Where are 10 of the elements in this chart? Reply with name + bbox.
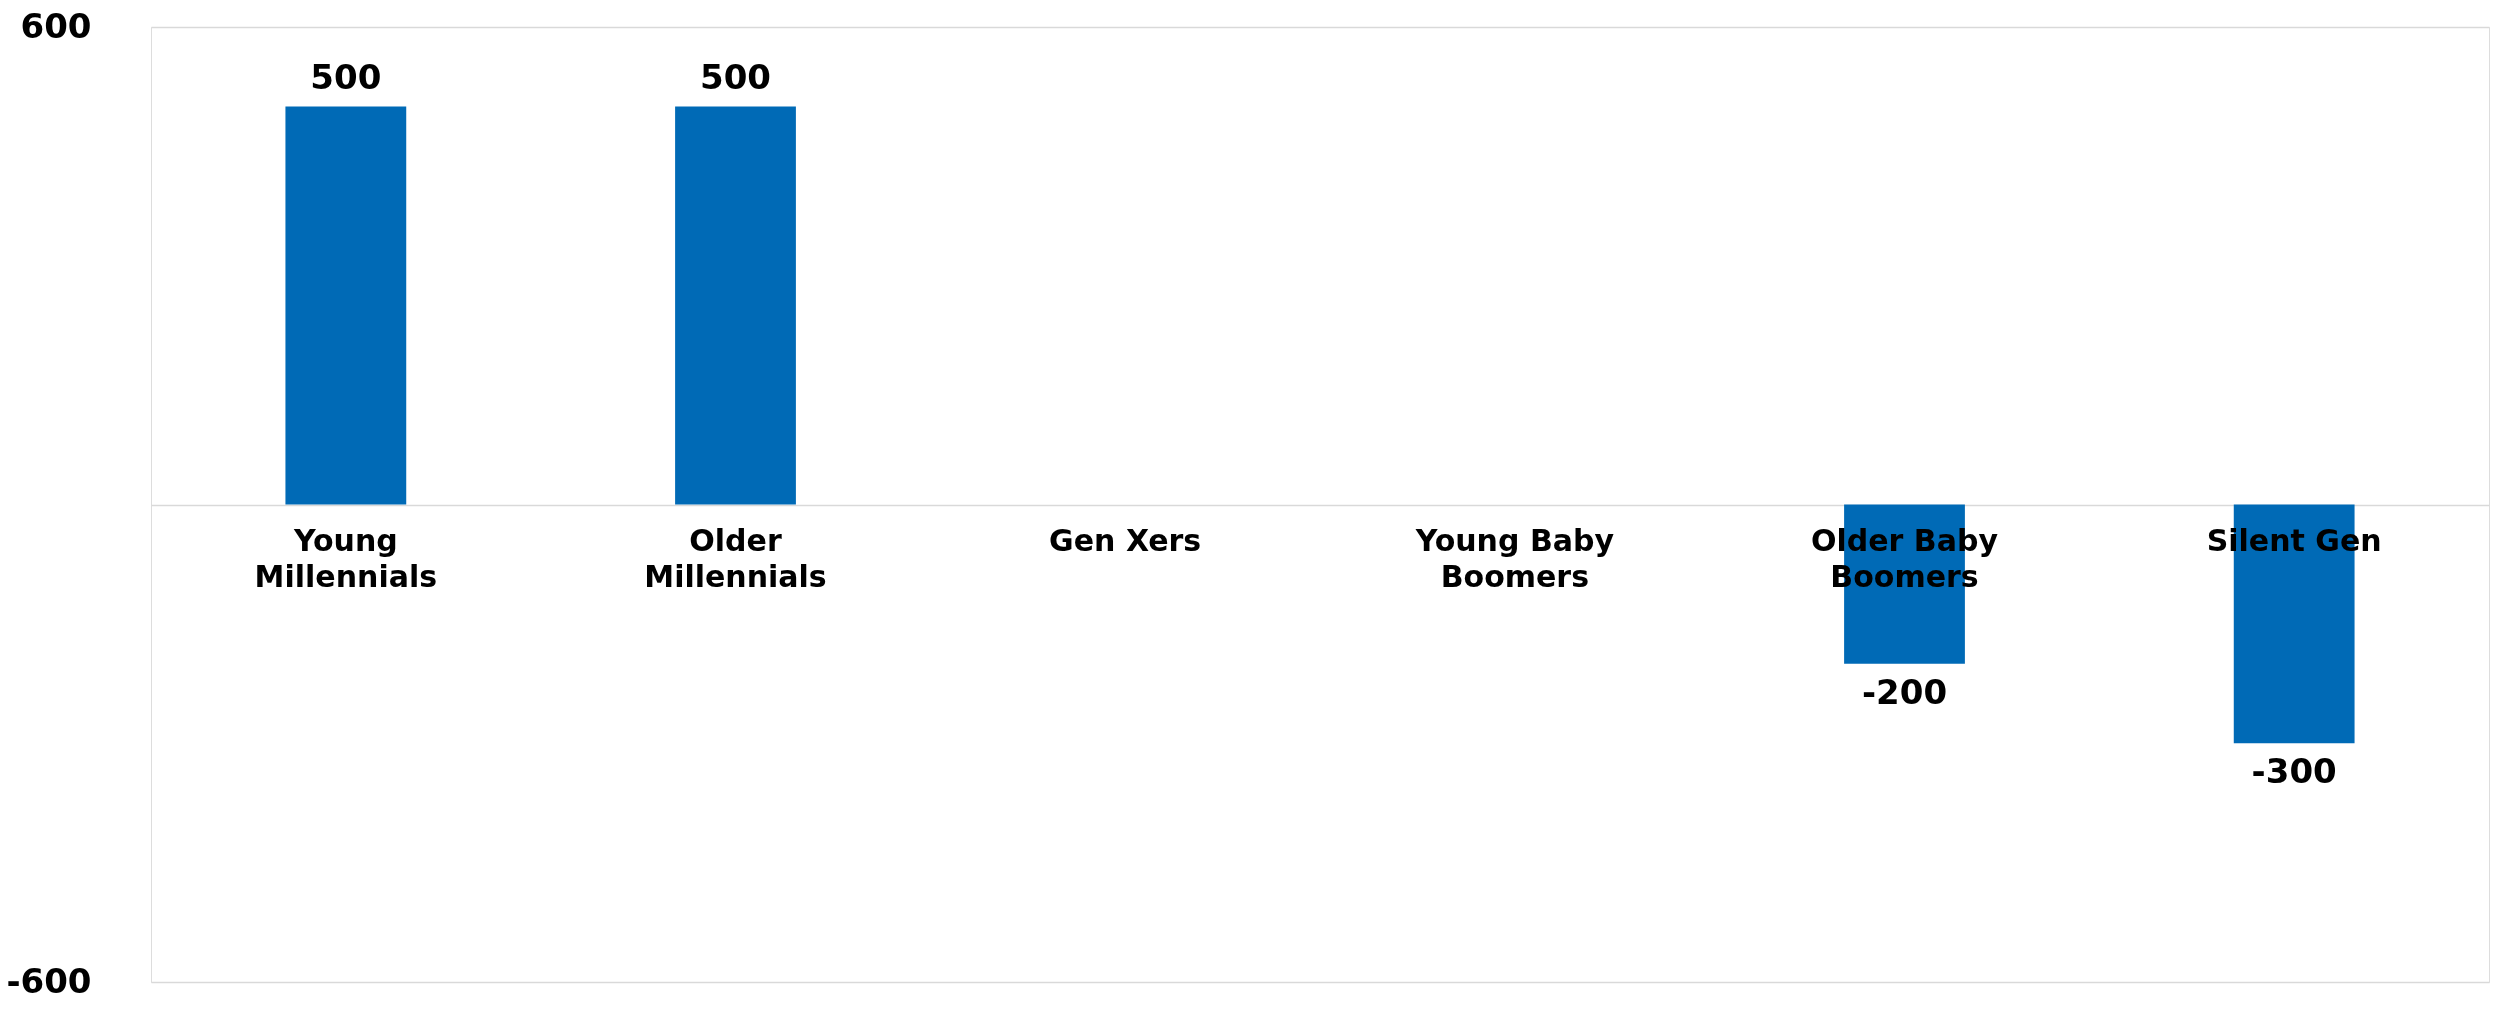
x-tick-label: Young Baby Boomers [1414, 522, 1615, 594]
data-label: 500 [310, 56, 382, 97]
y-tick-label: 600 [20, 5, 92, 46]
x-tick-label: Young Millennials [254, 522, 438, 594]
data-label: -200 [1861, 671, 1948, 712]
data-label: 500 [700, 56, 771, 97]
x-tick-label: Older Millennials [644, 522, 827, 594]
y-tick-label: -600 [6, 960, 92, 1001]
data-label: -300 [2251, 751, 2337, 792]
x-tick-label: Gen Xers [1049, 522, 1202, 558]
